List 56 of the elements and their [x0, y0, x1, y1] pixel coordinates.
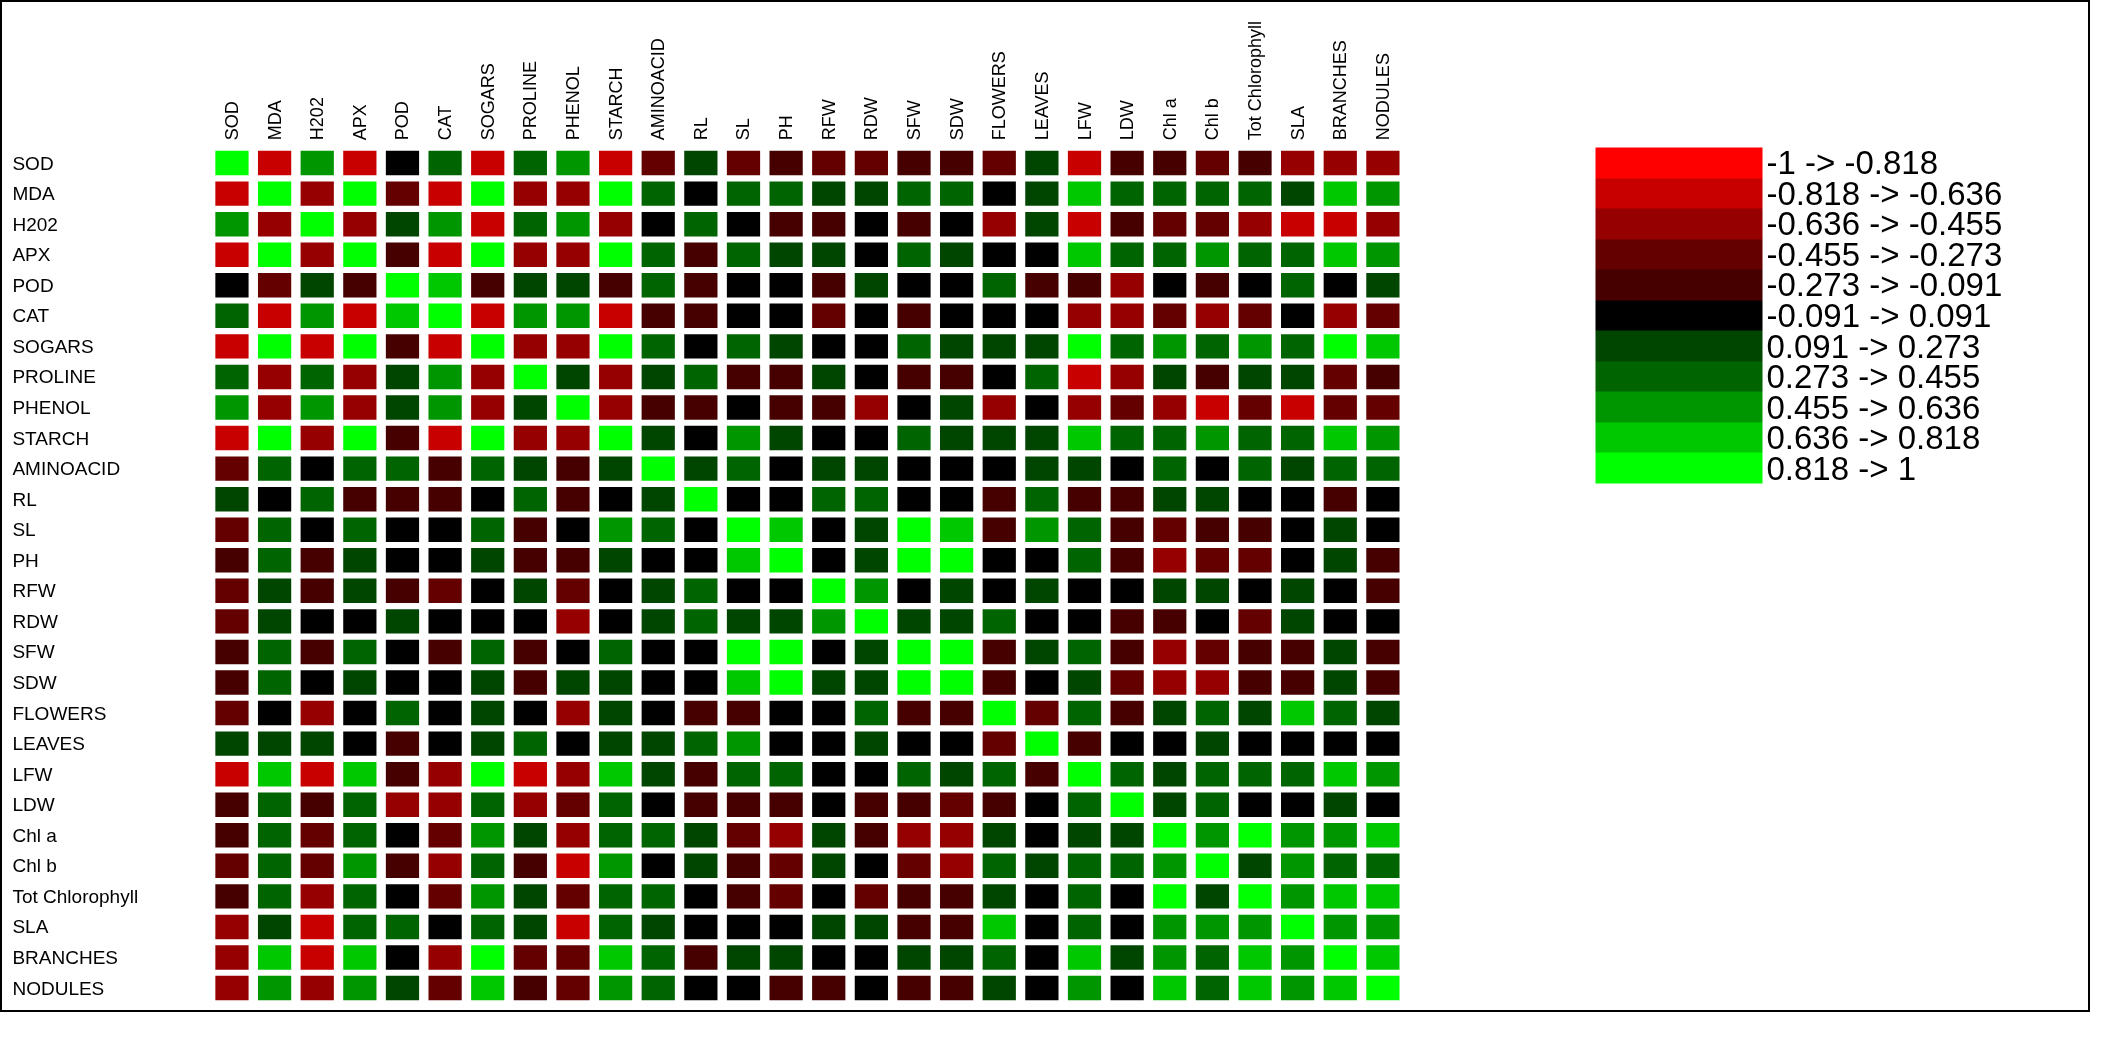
y-tick-label: Chl a — [12, 824, 58, 846]
x-tick-label: SLA — [1287, 106, 1308, 141]
x-tick-label: SDW — [946, 98, 967, 141]
y-tick-label: LDW — [12, 794, 55, 816]
y-tick-label: RDW — [12, 610, 58, 632]
y-tick-label: BRANCHES — [12, 947, 119, 968]
x-tick-label: POD — [392, 101, 413, 141]
y-tick-label: SOD — [12, 152, 54, 174]
x-tick-label: Chl a — [1159, 97, 1180, 141]
x-tick-label: LDW — [1117, 100, 1138, 141]
y-tick-label: APX — [12, 244, 51, 266]
y-tick-label: CAT — [12, 305, 50, 327]
x-tick-label: SFW — [904, 100, 924, 141]
x-tick-label: Chl b — [1202, 98, 1223, 141]
x-tick-label: BRANCHES — [1330, 40, 1351, 141]
y-tick-label: MDA — [12, 183, 55, 205]
y-tick-label: Chl b — [12, 855, 57, 877]
y-tick-label: RL — [12, 488, 37, 510]
y-tick-label: NODULES — [12, 977, 105, 999]
y-tick-label: PH — [12, 549, 39, 571]
x-tick-label: CAT — [435, 105, 456, 141]
y-tick-label: FLOWERS — [12, 702, 107, 724]
x-tick-label: SL — [733, 118, 754, 141]
y-tick-label: SLA — [12, 916, 49, 938]
y-tick-label: SDW — [12, 672, 57, 693]
x-tick-label: STARCH — [605, 67, 626, 141]
y-tick-label: LFW — [12, 763, 53, 785]
x-tick-label: LFW — [1074, 102, 1095, 141]
y-tick-label: H202 — [12, 213, 58, 235]
y-tick-label: RFW — [12, 580, 56, 602]
x-tick-label: PHENOL — [562, 66, 583, 141]
x-tick-label: PROLINE — [520, 61, 541, 141]
x-tick-label: AMINOACID — [648, 38, 669, 141]
y-tick-label: PROLINE — [12, 366, 96, 388]
x-tick-label: H202 — [307, 97, 328, 141]
x-tick-label: FLOWERS — [989, 51, 1010, 141]
x-tick-label: SOGARS — [477, 63, 498, 141]
x-tick-label: SOD — [221, 101, 242, 141]
x-tick-label: NODULES — [1372, 53, 1393, 141]
x-tick-label: LEAVES — [1031, 71, 1052, 141]
x-tick-label: Tot Chlorophyll — [1245, 21, 1266, 141]
x-tick-label: RFW — [818, 99, 839, 141]
y-tick-label: AMINOACID — [12, 458, 121, 480]
y-tick-label: SFW — [12, 641, 55, 663]
y-tick-label: PHENOL — [12, 397, 91, 418]
y-tick-label: Tot Chlorophyll — [12, 885, 139, 907]
y-tick-label: LEAVES — [12, 733, 85, 755]
y-tick-label: SOGARS — [12, 335, 94, 357]
x-tick-label: MDA — [264, 100, 285, 141]
y-tick-label: SL — [12, 519, 36, 541]
x-tick-label: PH — [776, 115, 797, 141]
y-tick-label: STARCH — [12, 427, 90, 449]
x-tick-label: RDW — [861, 97, 882, 141]
x-tick-label: RL — [690, 117, 711, 141]
y-tick-label: POD — [12, 274, 54, 296]
x-tick-label: APX — [349, 104, 370, 141]
